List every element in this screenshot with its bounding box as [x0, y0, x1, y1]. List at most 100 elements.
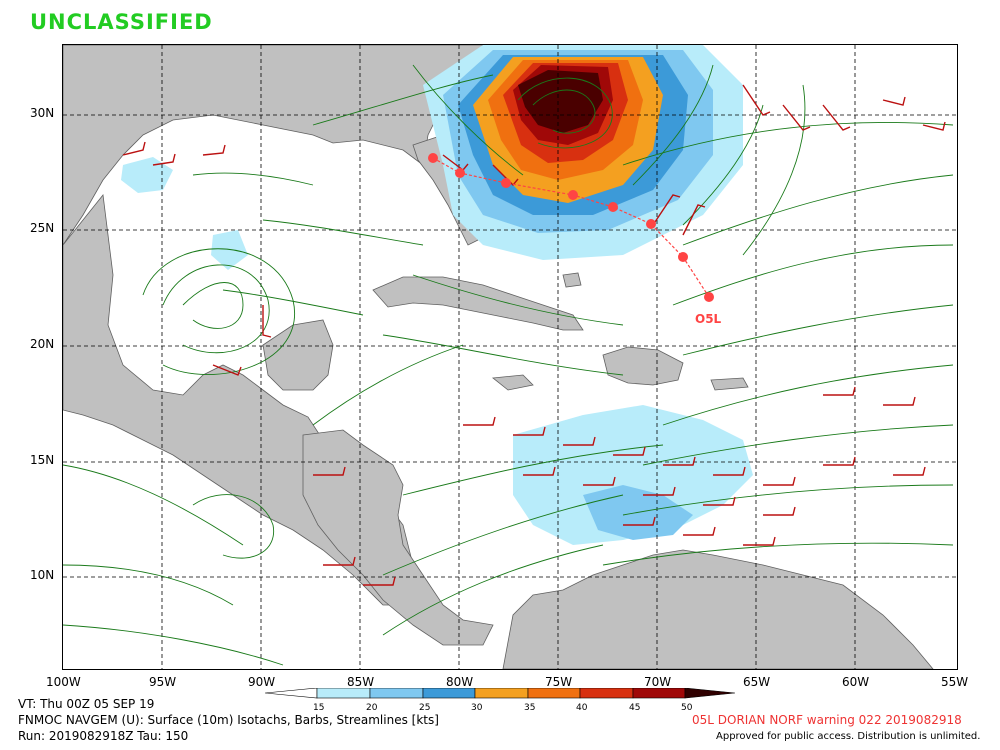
isotach-colorbar: 15 20 25 30 35 40 45 50 — [265, 688, 736, 713]
land-central-america — [302, 429, 494, 646]
streamline — [517, 77, 613, 149]
streamline — [382, 334, 624, 376]
classification-banner: UNCLASSIFIED — [30, 10, 213, 34]
lat-label-15n: 15N — [30, 453, 55, 467]
streamline — [682, 104, 764, 226]
streamline — [602, 542, 954, 566]
wind-barb — [363, 576, 396, 586]
streamline — [192, 172, 314, 186]
wind-barb — [523, 466, 556, 476]
model-description: FNMOC NAVGEM (U): Surface (10m) Isotachs… — [18, 713, 439, 727]
land-jamaica — [491, 374, 534, 391]
colorbar-bin-25-30 — [422, 688, 476, 699]
colorbar-tick-30: 30 — [471, 703, 483, 713]
run-info: Run: 2019082918Z Tau: 150 — [18, 729, 189, 743]
lat-label-30n: 30N — [30, 106, 55, 120]
streamline — [382, 544, 604, 636]
lon-label-85w: 85W — [347, 675, 375, 689]
streamline — [63, 464, 244, 546]
isotach-gulf-15b — [211, 230, 248, 270]
colorbar-bin-15-20 — [316, 688, 371, 699]
streamline — [63, 624, 284, 666]
storm-label: O5L — [695, 312, 722, 326]
lon-label-90w: 90W — [248, 675, 276, 689]
wind-barb — [323, 556, 356, 566]
wind-barb — [313, 466, 346, 476]
land-hispaniola — [602, 346, 684, 386]
wind-barb — [122, 141, 146, 156]
lon-label-75w: 75W — [545, 675, 573, 689]
wind-barb — [763, 476, 796, 486]
wind-barb — [763, 506, 796, 516]
streamline — [642, 424, 954, 466]
streamline — [312, 74, 494, 126]
colorbar-left-arrow — [265, 688, 318, 699]
distribution-statement: Approved for public access. Distribution… — [716, 731, 981, 742]
streamline — [222, 289, 364, 316]
wind-barb — [882, 96, 906, 106]
streamline — [402, 444, 664, 496]
streamline — [262, 219, 424, 246]
storm-track-point — [704, 292, 714, 302]
wind-barb — [883, 396, 916, 406]
wind-barb — [743, 536, 776, 546]
latlon-grid — [63, 45, 957, 669]
wind-barb — [823, 456, 856, 466]
streamline — [622, 121, 954, 166]
colorbar-bin-35-40 — [527, 688, 581, 699]
wind-barb — [713, 466, 746, 476]
streamline — [682, 304, 954, 356]
wind-barbs — [122, 84, 946, 586]
streamline — [662, 364, 954, 426]
streamline — [532, 89, 596, 134]
lon-label-95w: 95W — [149, 675, 177, 689]
streamline — [672, 244, 954, 306]
wind-barb — [663, 456, 696, 466]
colorbar-bin-20-25 — [369, 688, 424, 699]
wind-barb — [152, 153, 176, 166]
wind-barb — [742, 84, 771, 116]
storm-track-point — [501, 178, 511, 188]
lon-label-60w: 60W — [842, 675, 870, 689]
isotach-gulf-15 — [121, 157, 173, 193]
land-yucatan — [262, 319, 334, 391]
storm-track-line — [432, 157, 710, 298]
streamline — [182, 282, 244, 329]
isotach-dorian-50 — [518, 70, 603, 133]
warning-info: 05L DORIAN NORF warning 022 2019082918 — [692, 713, 962, 727]
colorbar-tick-35: 35 — [524, 703, 535, 713]
streamline — [192, 494, 275, 559]
lon-label-80w: 80W — [446, 675, 474, 689]
colorbar-bin-30-35 — [474, 688, 529, 699]
storm-track: O5L — [428, 153, 722, 326]
lat-label-20n: 20N — [30, 337, 55, 351]
storm-track-point — [678, 252, 688, 262]
storm-track-point — [568, 190, 578, 200]
storm-track-point — [455, 168, 465, 178]
streamline — [63, 564, 234, 606]
weather-map[interactable]: O5L — [62, 44, 958, 670]
wind-barb — [563, 436, 596, 446]
wind-barb — [823, 386, 856, 396]
colorbar-tick-45: 45 — [629, 703, 640, 713]
streamline — [162, 264, 270, 354]
isotach-caribbean-15 — [513, 405, 753, 545]
wind-barb — [822, 104, 851, 131]
wind-barb — [513, 426, 546, 436]
wind-barb — [683, 526, 716, 536]
wind-barb — [703, 496, 736, 506]
valid-time: VT: Thu 00Z 05 SEP 19 — [18, 697, 155, 711]
colorbar-tick-25: 25 — [419, 703, 430, 713]
wind-barb — [652, 194, 681, 226]
streamline — [632, 64, 714, 186]
streamline — [682, 174, 954, 246]
lon-label-70w: 70W — [644, 675, 672, 689]
storm-track-point — [608, 202, 618, 212]
streamline — [622, 484, 954, 516]
map-canvas: O5L — [63, 45, 957, 669]
colorbar-tick-15: 15 — [313, 703, 324, 713]
streamline — [382, 494, 624, 576]
wind-barb — [212, 364, 242, 376]
wind-barb — [893, 466, 926, 476]
colorbar-bin-40-45 — [579, 688, 634, 699]
